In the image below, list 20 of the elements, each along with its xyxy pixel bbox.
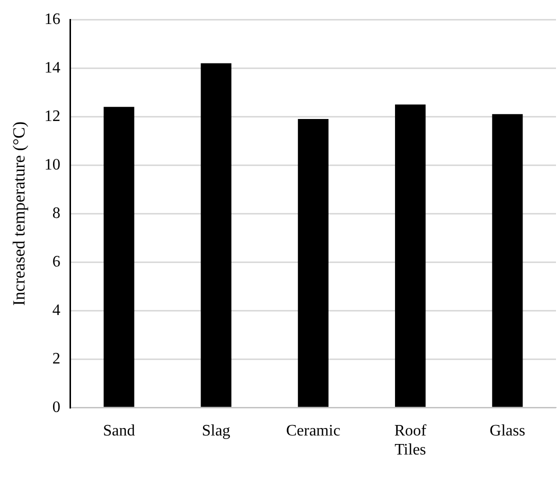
y-tick-label: 4 (52, 302, 60, 319)
bar (395, 104, 426, 407)
y-tick-label: 2 (52, 350, 60, 368)
x-tick-label: Slag (202, 422, 230, 440)
y-tick-label: 0 (52, 398, 60, 416)
y-axis-title: Increased temperature (°C) (10, 121, 29, 306)
bar (492, 114, 523, 407)
y-tick-label: 10 (44, 156, 60, 174)
bar (200, 63, 232, 407)
x-tick-label: Glass (490, 422, 526, 440)
x-tick-label: Ceramic (286, 422, 340, 440)
bar (298, 119, 328, 407)
y-tick-label: 6 (52, 253, 60, 270)
x-tick-label: Sand (102, 422, 135, 440)
bar (104, 106, 134, 407)
x-tick-label: Roof Tiles (394, 422, 427, 459)
y-tick-label: 14 (44, 59, 60, 76)
y-tick-label: 16 (44, 10, 60, 28)
y-tick-label: 12 (44, 108, 60, 125)
y-tick-label: 8 (52, 204, 60, 222)
